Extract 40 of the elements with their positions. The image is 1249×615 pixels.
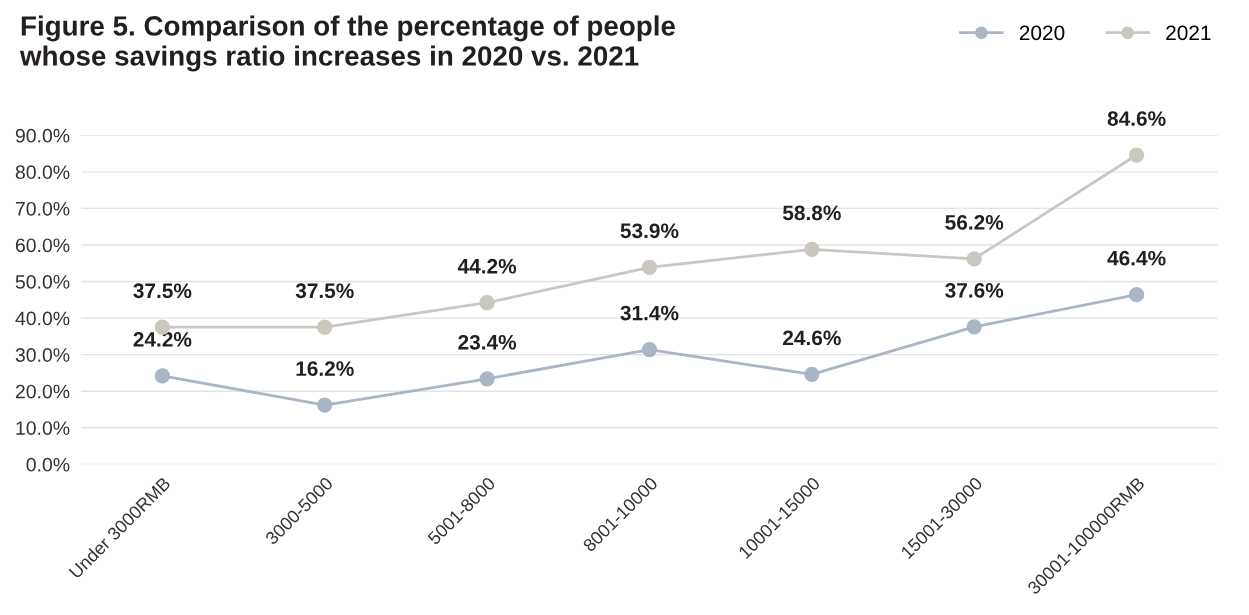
point (1128, 287, 1145, 303)
legend-label: 2020 (1019, 25, 1065, 41)
data-label: 58.8% (782, 205, 841, 221)
data-label: 37.6% (945, 283, 1004, 298)
data-label: 46.4% (1107, 250, 1166, 266)
legend-label: 2021 (1166, 25, 1211, 41)
data-label: 24.2% (133, 331, 192, 347)
y-tick-label: 0.0% (26, 457, 70, 472)
data-label: 84.6% (1107, 111, 1166, 126)
y-tick-label: 30.0% (15, 348, 70, 362)
y-tick-label: 70.0% (15, 201, 70, 216)
y-tick-label: 40.0% (15, 311, 70, 326)
data-label: 37.5% (295, 283, 354, 299)
y-tick-label: 90.0% (15, 128, 70, 143)
y-tick-label: 80.0% (15, 165, 70, 180)
data-label: 23.4% (458, 334, 517, 350)
data-label: 31.4% (620, 305, 679, 321)
point (804, 241, 820, 258)
point (804, 366, 820, 383)
point (641, 341, 658, 358)
point (479, 371, 495, 387)
y-tick-label: 20.0% (15, 384, 70, 399)
point (317, 319, 333, 335)
y-tick-label: 10.0% (16, 421, 70, 435)
data-label: 44.2% (457, 258, 517, 274)
point (966, 251, 982, 267)
point (479, 295, 495, 311)
data-label: 53.9% (620, 223, 679, 239)
y-tick-label: 50.0% (15, 275, 70, 289)
point (966, 319, 982, 335)
point (154, 368, 171, 384)
point (641, 259, 658, 275)
chart-title: Figure 5. Comparison of the percentage of people whose savings ratio increases in 2020 vs. 2021 (19, 15, 675, 72)
point (1128, 147, 1145, 163)
data-label: 24.6% (783, 330, 841, 346)
y-tick-label: 60.0% (15, 238, 70, 253)
data-label: 16.2% (296, 361, 354, 376)
data-label: 37.5% (133, 283, 192, 299)
point (317, 397, 333, 413)
data-label: 56.2% (945, 215, 1004, 230)
